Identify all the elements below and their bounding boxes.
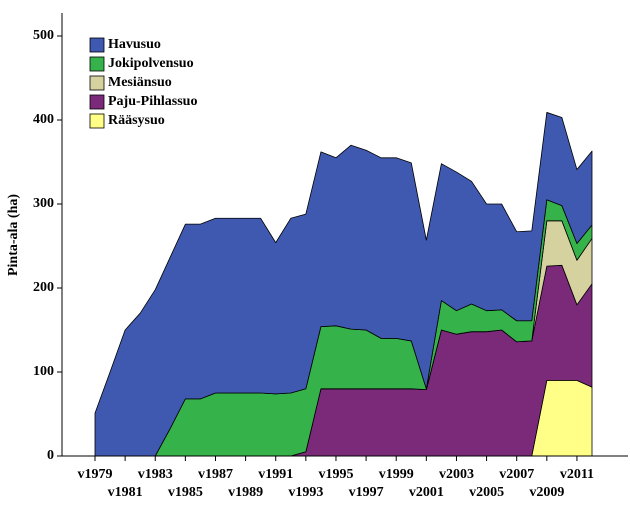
y-tick-label: 400 (33, 112, 54, 127)
x-tick-label: v1999 (379, 467, 414, 482)
legend-label: Paju-Pihlassuo (108, 94, 197, 109)
y-tick-label: 200 (33, 280, 54, 295)
x-tick-label: v1993 (288, 485, 323, 500)
x-tick-label: v1989 (228, 485, 263, 500)
x-tick-label: v1985 (168, 485, 203, 500)
y-tick-label: 500 (33, 28, 54, 43)
x-tick-label: v1979 (78, 467, 113, 482)
legend-label: Jokipolvensuo (108, 56, 194, 71)
x-tick-label: v2009 (529, 485, 564, 500)
y-tick-label: 300 (33, 196, 54, 211)
legend-swatch (89, 56, 105, 72)
y-axis-label: Pinta-ala (ha) (6, 194, 21, 276)
legend-swatch (89, 94, 105, 110)
y-tick-label: 0 (47, 448, 54, 463)
x-tick-label: v2007 (499, 467, 534, 482)
x-tick-label: v2003 (439, 467, 474, 482)
x-tick-label: v1991 (258, 467, 293, 482)
x-tick-label: v2011 (560, 467, 594, 482)
legend-swatch (89, 37, 105, 53)
x-tick-label: v2005 (469, 485, 504, 500)
x-tick-label: v1997 (349, 485, 384, 500)
legend-label: Havusuo (108, 37, 161, 52)
legend-swatch (89, 75, 105, 91)
legend-swatch (89, 113, 105, 129)
area (94, 112, 593, 457)
x-tick-label: v1983 (138, 467, 173, 482)
x-tick-label: v1995 (318, 467, 353, 482)
y-tick-label: 100 (33, 364, 54, 379)
x-tick-label: v1987 (198, 467, 233, 482)
x-tick-label: v1981 (108, 485, 143, 500)
x-tick-label: v2001 (409, 485, 444, 500)
legend-label: Rääsysuo (108, 113, 165, 128)
legend-label: Mesiänsuo (108, 75, 172, 90)
